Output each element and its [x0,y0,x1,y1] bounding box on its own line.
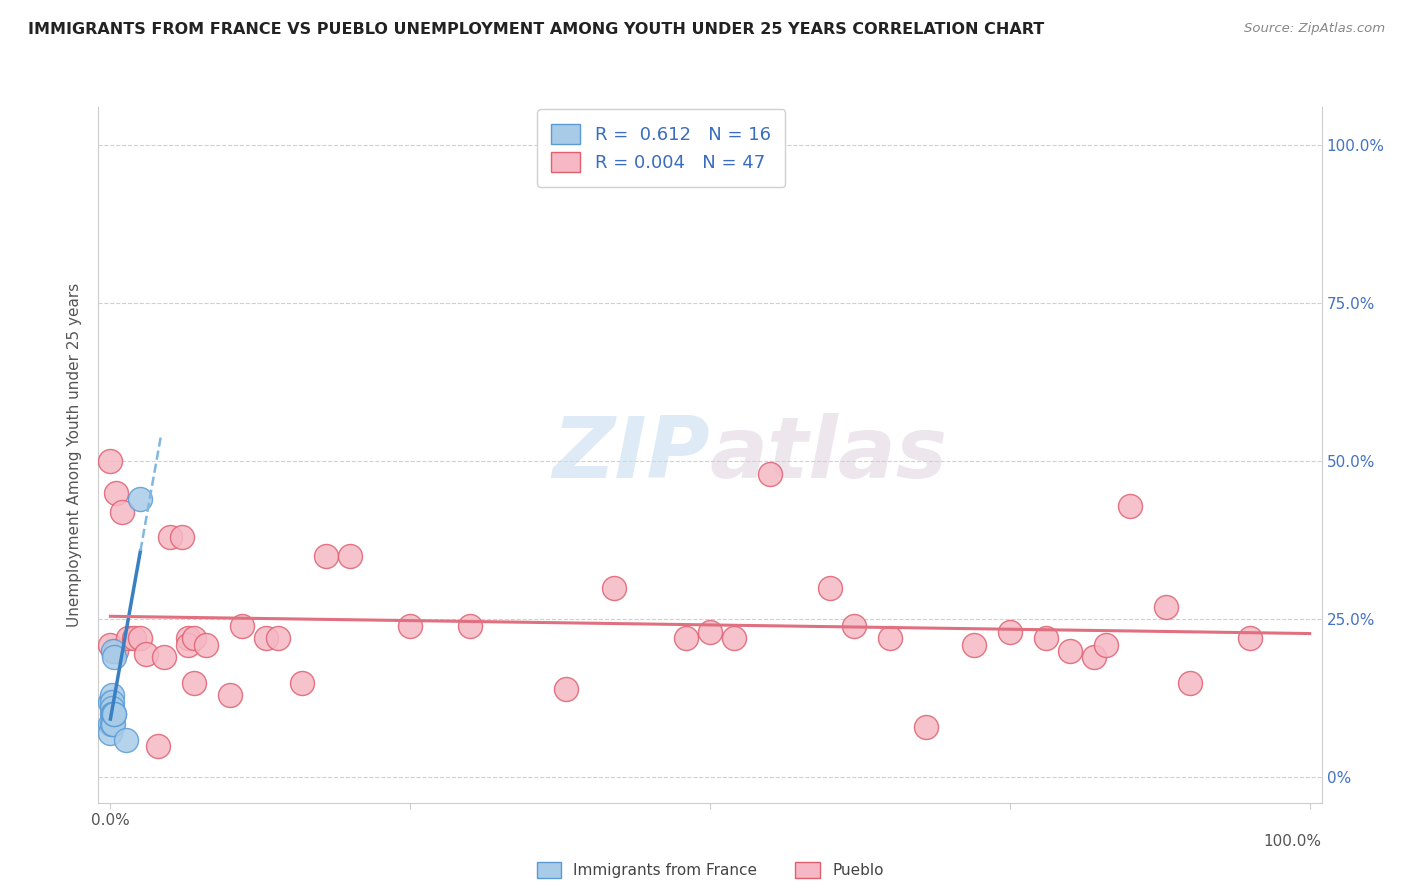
Text: IMMIGRANTS FROM FRANCE VS PUEBLO UNEMPLOYMENT AMONG YOUTH UNDER 25 YEARS CORRELA: IMMIGRANTS FROM FRANCE VS PUEBLO UNEMPLO… [28,22,1045,37]
Y-axis label: Unemployment Among Youth under 25 years: Unemployment Among Youth under 25 years [67,283,83,627]
Point [1178,675,1201,690]
Point [177,638,200,652]
Point [100,695,122,709]
Text: ZIP: ZIP [553,413,710,497]
Point [879,632,901,646]
Point [153,650,176,665]
Point [458,618,481,632]
Point [254,632,277,646]
Point [101,707,124,722]
Point [842,618,865,632]
Point [183,632,205,646]
Point [1059,644,1081,658]
Point [101,644,124,658]
Point [105,486,128,500]
Point [818,581,841,595]
Point [111,505,134,519]
Point [172,530,194,544]
Point [129,492,152,507]
Point [219,688,242,702]
Point [103,707,125,722]
Point [555,681,578,696]
Point [100,716,122,731]
Point [1119,499,1142,513]
Point [100,716,122,731]
Point [1154,599,1177,614]
Point [315,549,337,563]
Text: atlas: atlas [710,413,948,497]
Point [723,632,745,646]
Point [699,625,721,640]
Point [135,647,157,661]
Point [100,701,122,715]
Point [1083,650,1105,665]
Point [399,618,422,632]
Point [998,625,1021,640]
Point [103,650,125,665]
Point [100,638,122,652]
Point [231,618,253,632]
Text: 100.0%: 100.0% [1264,834,1322,849]
Point [1035,632,1057,646]
Point [267,632,290,646]
Point [100,695,122,709]
Point [339,549,361,563]
Point [148,739,170,753]
Point [183,675,205,690]
Point [100,688,122,702]
Point [159,530,181,544]
Point [963,638,986,652]
Point [603,581,626,595]
Point [124,632,146,646]
Point [100,454,122,468]
Point [100,707,122,722]
Point [117,632,139,646]
Point [291,675,314,690]
Point [1239,632,1261,646]
Text: Source: ZipAtlas.com: Source: ZipAtlas.com [1244,22,1385,36]
Point [129,632,152,646]
Point [675,632,697,646]
Point [115,732,138,747]
Point [101,716,124,731]
Point [1094,638,1116,652]
Legend: Immigrants from France, Pueblo: Immigrants from France, Pueblo [529,855,891,886]
Point [177,632,200,646]
Point [105,644,128,658]
Point [915,720,938,734]
Point [100,726,122,740]
Point [759,467,782,481]
Point [103,707,125,722]
Point [195,638,218,652]
